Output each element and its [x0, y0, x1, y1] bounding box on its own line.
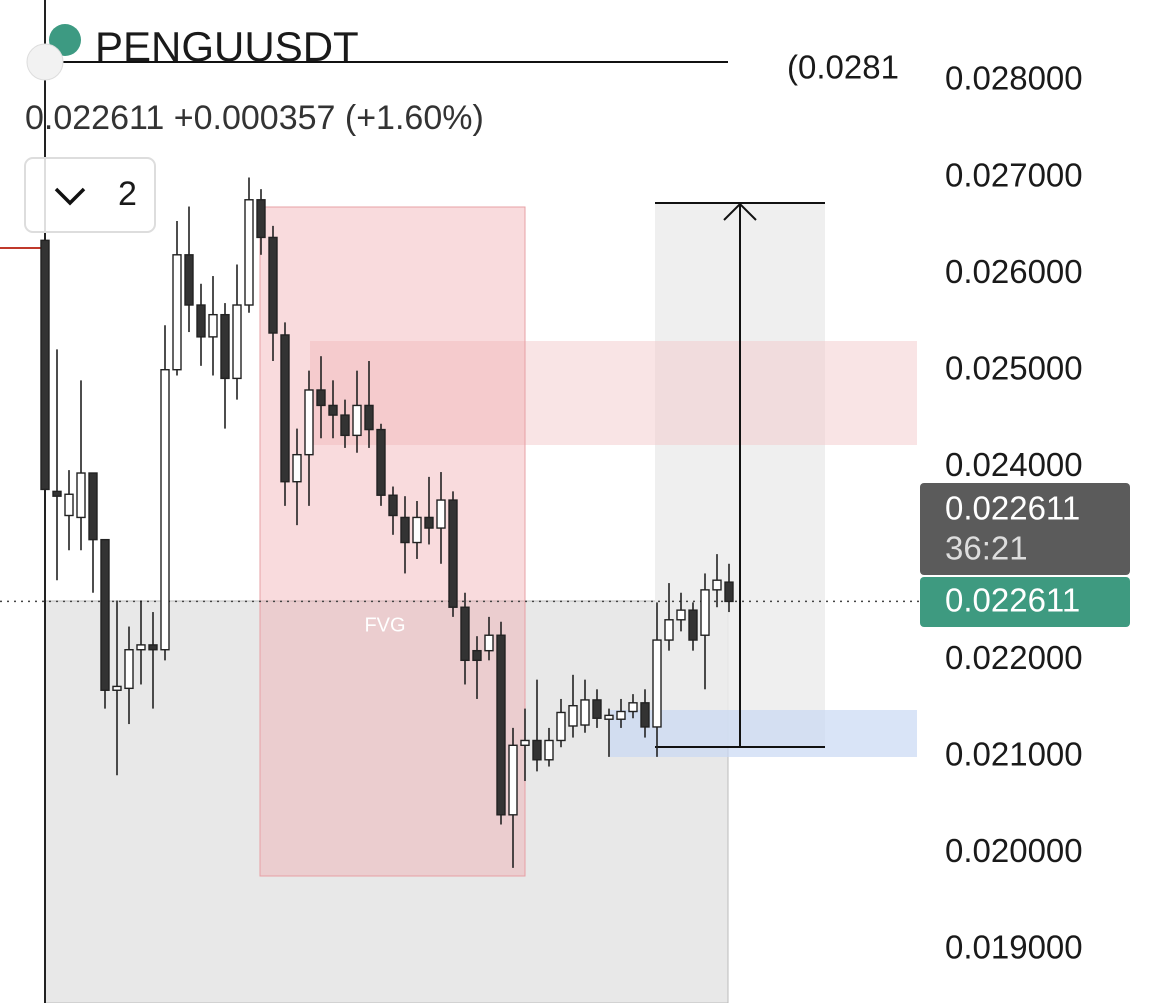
- candle-body: [400, 516, 410, 544]
- candle-body: [196, 304, 206, 338]
- candle-body: [328, 404, 338, 416]
- candle-body: [568, 705, 578, 727]
- candle-body: [532, 739, 542, 761]
- candle-body: [352, 404, 362, 437]
- candle-body: [76, 472, 86, 519]
- candle-body: [280, 334, 290, 483]
- candle-body: [652, 639, 662, 728]
- candle-body: [256, 199, 266, 239]
- candle-body: [424, 516, 434, 529]
- fvg-label: FVG: [364, 614, 405, 636]
- y-tick-label: 0.022000: [945, 639, 1083, 676]
- candle-body: [316, 389, 326, 407]
- candle-body: [436, 499, 446, 529]
- change: +0.000357: [174, 99, 336, 137]
- candle-body: [268, 236, 278, 334]
- arrow-head: [723, 202, 757, 221]
- candle-body: [304, 389, 314, 456]
- range-box: [44, 600, 729, 1003]
- y-tick-label: 0.019000: [945, 929, 1083, 966]
- candle-body: [136, 644, 146, 651]
- price-header: 0.022611 +0.000357 (+1.60%): [25, 99, 484, 137]
- candle-body: [676, 609, 686, 621]
- candle-body: [124, 649, 134, 690]
- y-tick-label: 0.024000: [945, 446, 1083, 483]
- candle-body: [520, 739, 530, 746]
- candle-body: [544, 739, 554, 761]
- candle-body: [700, 589, 710, 636]
- candle-body: [40, 239, 50, 491]
- candle-body: [112, 685, 122, 691]
- candle-body: [244, 199, 254, 306]
- avatar-icon: [26, 43, 64, 81]
- candle-body: [292, 453, 302, 483]
- candle-body: [52, 490, 62, 497]
- candle-body: [724, 581, 734, 603]
- candle-body: [160, 369, 170, 651]
- candle-body: [232, 304, 242, 380]
- annotation: (0.0281: [787, 49, 899, 86]
- candle-body: [376, 428, 386, 496]
- y-tick-label: 0.025000: [945, 349, 1083, 386]
- symbol-title: PENGUUSDT: [95, 23, 359, 70]
- candle-body: [472, 649, 482, 662]
- candle-body: [64, 493, 74, 517]
- y-tick-label: 0.020000: [945, 832, 1083, 869]
- fvg-zone: [259, 206, 526, 877]
- candle-body: [100, 538, 110, 691]
- candle-body: [664, 619, 674, 641]
- y-tick-label: 0.026000: [945, 253, 1083, 290]
- candle-body: [88, 472, 98, 541]
- price-tag-label: 0.022611: [945, 582, 1080, 619]
- y-tick-label: 0.021000: [945, 736, 1083, 773]
- candle-body: [172, 254, 182, 371]
- candle-body: [556, 711, 566, 742]
- y-tick-label: 0.027000: [945, 156, 1083, 193]
- candle-body: [448, 499, 458, 608]
- candle-body: [388, 494, 398, 517]
- candle-body: [712, 579, 722, 591]
- candle-body: [484, 634, 494, 652]
- y-tick-label: 0.028000: [945, 60, 1083, 97]
- supply-zone: [310, 341, 917, 445]
- tag-price: 0.022611: [945, 490, 1080, 527]
- candle-body: [148, 644, 158, 651]
- change-percent: (+1.60%): [345, 99, 484, 137]
- countdown: 36:21: [945, 530, 1028, 567]
- candle-body: [364, 404, 374, 431]
- last-price: 0.022611: [25, 99, 164, 137]
- candle-body: [688, 609, 698, 641]
- candle-body: [460, 606, 470, 662]
- candle-body: [580, 699, 590, 726]
- candle-body: [508, 744, 518, 816]
- candle-body: [640, 702, 650, 728]
- candle-body: [208, 313, 218, 338]
- candle-body: [412, 516, 422, 544]
- candles: [40, 3, 734, 868]
- interval-value[interactable]: 2: [118, 175, 137, 213]
- candle-body: [184, 254, 194, 306]
- candle-body: [496, 634, 506, 816]
- candle-body: [220, 313, 230, 380]
- interval-dropdown[interactable]: [24, 157, 156, 233]
- price-tag: [920, 577, 1130, 627]
- candle-body: [628, 702, 638, 713]
- chevron[interactable]: [54, 187, 86, 206]
- countdown-tag: [920, 483, 1130, 575]
- candle-body: [604, 714, 614, 720]
- candle-body: [340, 414, 350, 437]
- candle-body: [616, 710, 626, 720]
- candle-body: [592, 699, 602, 719]
